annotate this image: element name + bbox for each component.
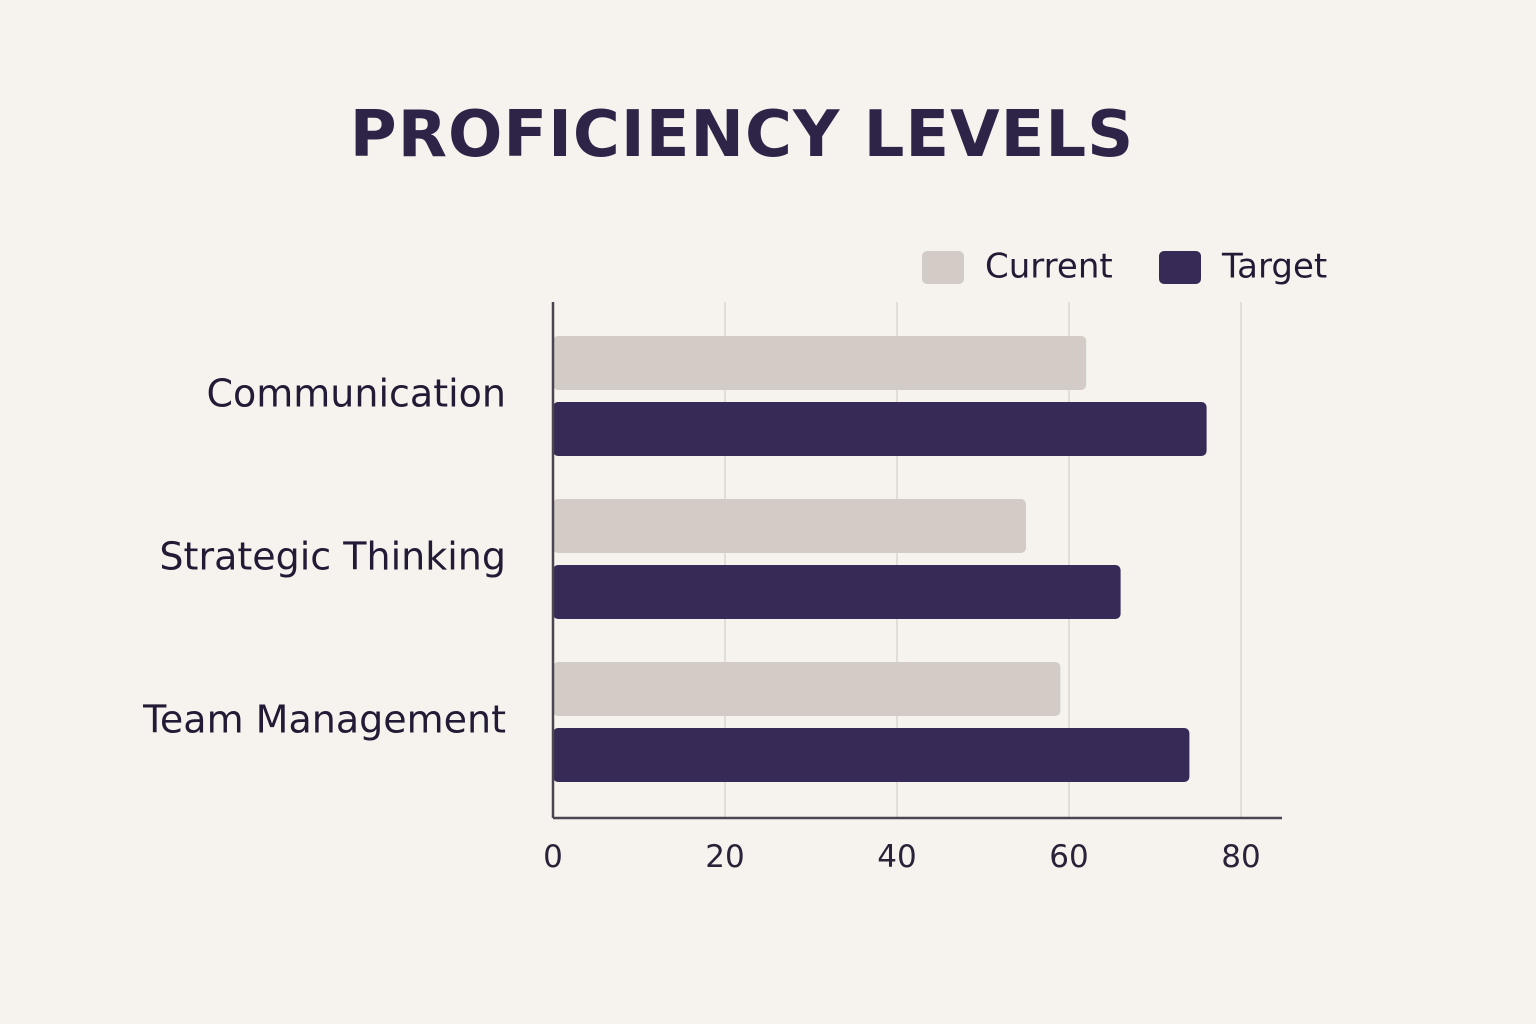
bar-target-team-management xyxy=(553,728,1190,782)
bar-current-strategic-thinking xyxy=(553,499,1026,553)
x-tick-label: 40 xyxy=(877,839,916,875)
legend-swatch-current xyxy=(922,251,964,284)
bar-target-communication xyxy=(553,402,1207,456)
category-label: Team Management xyxy=(142,698,506,742)
x-tick-label: 0 xyxy=(543,839,563,875)
x-tick-label: 60 xyxy=(1049,839,1088,875)
chart-title: PROFICIENCY LEVELS xyxy=(349,98,1135,172)
bar-current-communication xyxy=(553,336,1087,390)
bar-target-strategic-thinking xyxy=(553,565,1121,619)
legend-swatch-target xyxy=(1159,251,1201,284)
x-tick-label: 80 xyxy=(1221,839,1260,875)
bar-current-team-management xyxy=(553,662,1061,716)
legend-label-current: Current xyxy=(985,247,1113,287)
category-label: Communication xyxy=(206,372,506,416)
x-tick-label: 20 xyxy=(705,839,744,875)
category-label: Strategic Thinking xyxy=(159,535,506,579)
legend-label-target: Target xyxy=(1221,247,1327,287)
